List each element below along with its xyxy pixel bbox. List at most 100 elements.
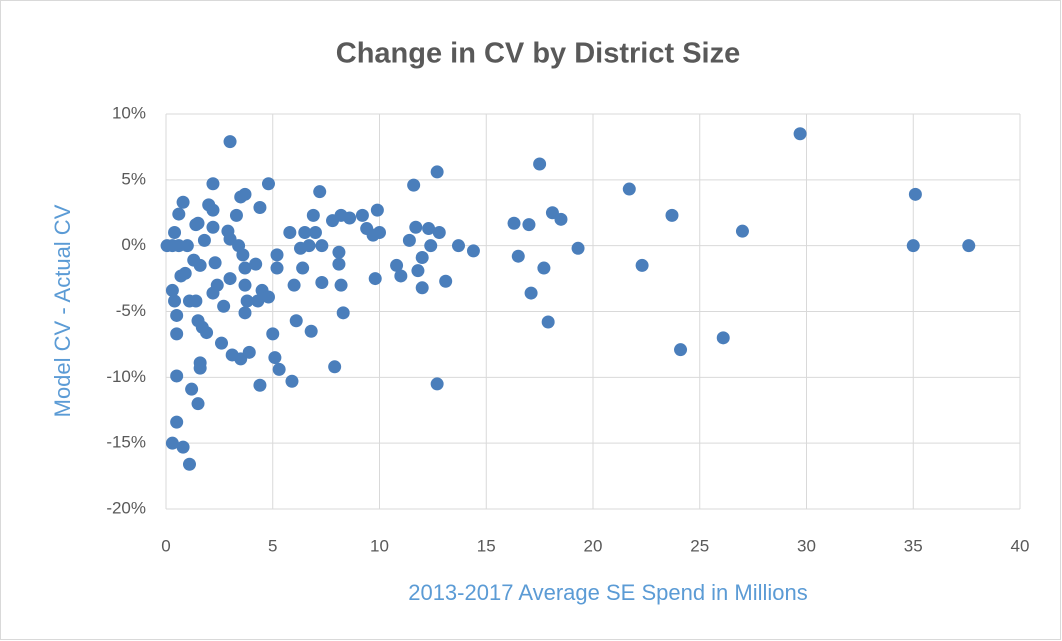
point [962,239,976,253]
point [430,165,444,179]
point [296,261,310,275]
point [197,233,211,247]
point [355,208,369,222]
point [298,226,312,239]
x-tick-label: 0 [161,536,170,555]
point [394,269,408,283]
point [200,326,214,340]
point [170,308,184,322]
point [251,294,265,308]
point [206,220,220,234]
point [185,382,199,396]
y-tick-label: -10% [106,367,146,386]
point [268,351,282,365]
x-tick-label: 20 [584,536,603,555]
point [793,127,807,141]
point [249,257,263,271]
point [716,331,730,345]
point [182,457,196,471]
point [308,226,322,239]
point [451,239,465,253]
point [261,177,275,191]
point [328,360,342,374]
point [554,212,568,226]
point [507,216,521,230]
point [285,374,299,388]
y-tick-label: 0% [121,235,146,254]
point [165,283,179,297]
point [238,306,252,320]
y-tick-label: -20% [106,498,146,517]
y-tick-label: 5% [121,169,146,188]
point [180,239,194,253]
point [210,278,224,292]
point [908,187,922,201]
point [270,261,284,275]
point [283,226,297,239]
point [266,327,280,341]
point [242,345,256,359]
point [402,233,416,247]
point [735,224,749,238]
x-tick-label: 30 [797,536,816,555]
point [206,203,220,217]
y-tick-label: -15% [106,433,146,452]
point [215,336,229,350]
point [304,324,318,338]
point [289,314,303,328]
y-tick-label: 10% [112,103,146,122]
point [537,261,551,275]
point [409,220,423,234]
point [571,241,585,255]
y-tick-label: -5% [116,301,146,320]
point [206,177,220,191]
point [524,286,538,300]
point [178,266,192,280]
point [466,244,480,258]
point [368,272,382,286]
point [390,258,404,272]
point [302,239,316,253]
point [622,182,636,196]
point [313,185,327,199]
y-axis-label: Model CV - Actual CV [50,204,75,417]
point [189,294,203,308]
point [191,397,205,411]
point [168,226,182,239]
point [373,226,386,239]
x-tick-label: 5 [268,536,277,555]
point [238,278,252,292]
point [261,290,275,304]
x-tick-label: 40 [1011,536,1030,555]
point [511,249,525,263]
point [223,135,237,149]
point [287,278,301,292]
point [170,369,184,383]
point [170,415,184,429]
point [170,327,184,341]
point [430,377,444,391]
point [253,378,267,392]
x-tick-label: 35 [904,536,923,555]
point [191,216,205,230]
chart-title: Change in CV by District Size [336,38,740,70]
point [407,178,421,192]
point [906,239,920,253]
point [315,276,329,290]
point [343,211,357,225]
point [223,272,237,286]
point [238,187,252,201]
point [665,208,679,222]
x-tick-label: 10 [370,536,389,555]
x-axis-label: 2013-2017 Average SE Spend in Millions [408,580,808,605]
point [253,200,267,214]
point [272,362,286,376]
point [240,294,254,308]
x-tick-label: 25 [690,536,709,555]
point [635,258,649,272]
point [176,440,190,454]
point [193,258,207,272]
